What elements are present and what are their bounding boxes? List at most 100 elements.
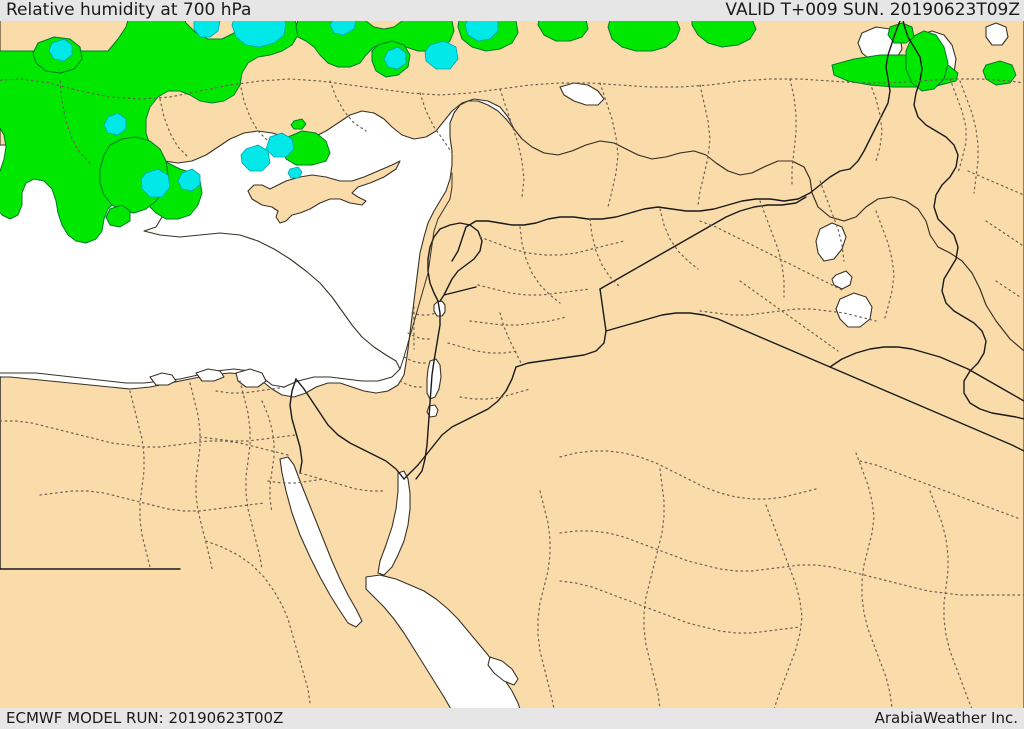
admin-saudi-g: [559, 580, 801, 634]
admin-turkey-k: [869, 82, 883, 162]
admin-iraq-c: [699, 220, 845, 292]
border-syria-iraq: [599, 196, 807, 290]
humidity-cyan-layer: [48, 21, 499, 198]
admin-iraq-a: [759, 200, 785, 298]
admin-saudi-i: [929, 490, 973, 708]
humidity-cyan-core-c: [383, 46, 407, 70]
admin-sinai: [299, 472, 385, 492]
humidity-green-patch-e: [691, 21, 757, 48]
admin-turkey-f: [419, 92, 453, 154]
admin-saudi-c: [643, 468, 665, 708]
country-borders-group: [0, 21, 1024, 570]
sea-delta-notch-b: [195, 368, 225, 382]
humidity-cyan-core-a: [231, 21, 287, 48]
humidity-green-main-sw-turkey: [0, 21, 299, 244]
sea-gulf-of-suez: [279, 456, 363, 628]
admin-iraq-f: [699, 308, 877, 322]
admin-egypt-d: [189, 382, 213, 570]
admin-egypt-c: [129, 390, 151, 568]
border-syria-jordan: [515, 288, 607, 368]
island-cyprus: [247, 160, 401, 224]
sea-red-sea-east-notch: [487, 656, 519, 686]
admin-turkey-l: [949, 78, 967, 174]
admin-saudi-b: [559, 530, 1024, 596]
map-canvas[interactable]: [0, 21, 1024, 708]
admin-saudi-e: [859, 460, 1021, 520]
admin-jordan-c: [447, 342, 519, 354]
admin-syria-e: [477, 284, 591, 296]
humidity-cyan-core-h: [103, 112, 127, 136]
admin-iraq-b: [819, 180, 845, 262]
humidity-cyan-core-b: [193, 21, 221, 38]
sea-delta-notch-a: [149, 372, 177, 386]
admin-borders-group: [0, 78, 1024, 708]
admin-iraq-e: [875, 210, 895, 322]
humidity-cyan-core-i: [48, 38, 73, 62]
admin-turkey-g: [499, 88, 525, 198]
border-turkey-iraq-iran: [849, 21, 901, 170]
page-title: Relative humidity at 700 hPa: [6, 0, 252, 20]
admin-turkey-i: [697, 84, 711, 206]
admin-jordan-b: [499, 312, 523, 366]
humidity-green-dot-a: [290, 118, 307, 130]
humidity-green-patch-d: [607, 21, 681, 52]
admin-syria-a: [479, 236, 625, 256]
lake-iraq-razzaza: [835, 292, 873, 328]
humidity-cyan-core-d: [464, 21, 499, 42]
lake-syria-assad: [559, 82, 605, 106]
admin-saudi-h: [537, 490, 555, 708]
humidity-cyan-core-e: [240, 144, 271, 172]
humidity-cyan-core-g: [177, 168, 201, 192]
border-jordan-saudi: [605, 312, 1024, 452]
border-jordan-west: [403, 366, 517, 480]
border-saudi-iraq: [829, 346, 1024, 402]
header-bar: Relative humidity at 700 hPa VALID T+009…: [0, 0, 1024, 21]
humidity-green-dot-b: [105, 204, 131, 228]
admin-syria-d: [659, 208, 699, 270]
admin-syria-b: [519, 226, 561, 304]
admin-egypt-a: [0, 420, 289, 456]
sea-gulf-of-aqaba: [377, 470, 411, 576]
admin-israel-c: [403, 356, 429, 364]
lake-iraq-small: [831, 270, 853, 290]
admin-egypt-b: [39, 490, 265, 512]
admin-israel-d: [399, 380, 425, 388]
admin-saudi-d: [855, 452, 893, 708]
admin-egypt-f: [199, 434, 297, 442]
humidity-cyan-core-k: [424, 40, 459, 70]
border-golan: [443, 286, 477, 296]
coastline-overlay: [399, 172, 453, 370]
coast-levant: [399, 172, 453, 370]
admin-turkey-d: [239, 82, 269, 142]
sea-red-sea: [365, 574, 521, 708]
admin-turkey-h: [599, 82, 619, 208]
admin-egypt-e: [239, 380, 263, 570]
sea-port-said-lagoon: [235, 368, 267, 388]
admin-saudi-f: [765, 504, 803, 708]
admin-iran-a: [959, 80, 979, 194]
map-svg: [0, 21, 1024, 708]
admin-israel-b: [407, 332, 433, 340]
border-egypt-israel-north: [289, 378, 303, 474]
admin-egypt-i: [261, 400, 275, 514]
lake-ne-small: [985, 22, 1009, 46]
admin-egypt-h: [215, 386, 287, 394]
admin-iran-d: [995, 280, 1021, 298]
humidity-green-patch-f: [982, 60, 1017, 86]
admin-iran-c: [985, 220, 1023, 246]
admin-turkey-b: [59, 80, 91, 164]
border-israel-egypt: [295, 378, 405, 480]
humidity-green-patch-c: [537, 21, 589, 42]
admin-israel-a: [411, 312, 437, 316]
humidity-cyan-core-f: [140, 168, 171, 198]
admin-turkey-c: [159, 98, 189, 158]
border-iraq-iran: [902, 21, 1024, 420]
humidity-cyan-core-m: [329, 21, 357, 36]
provider-label: ArabiaWeather Inc.: [874, 709, 1018, 727]
humidity-cyan-core-l: [287, 166, 303, 179]
admin-egypt-g: [205, 540, 311, 704]
admin-iran-b: [967, 170, 1024, 196]
admin-iraq-d: [739, 280, 839, 352]
admin-saudi-a: [559, 450, 817, 500]
